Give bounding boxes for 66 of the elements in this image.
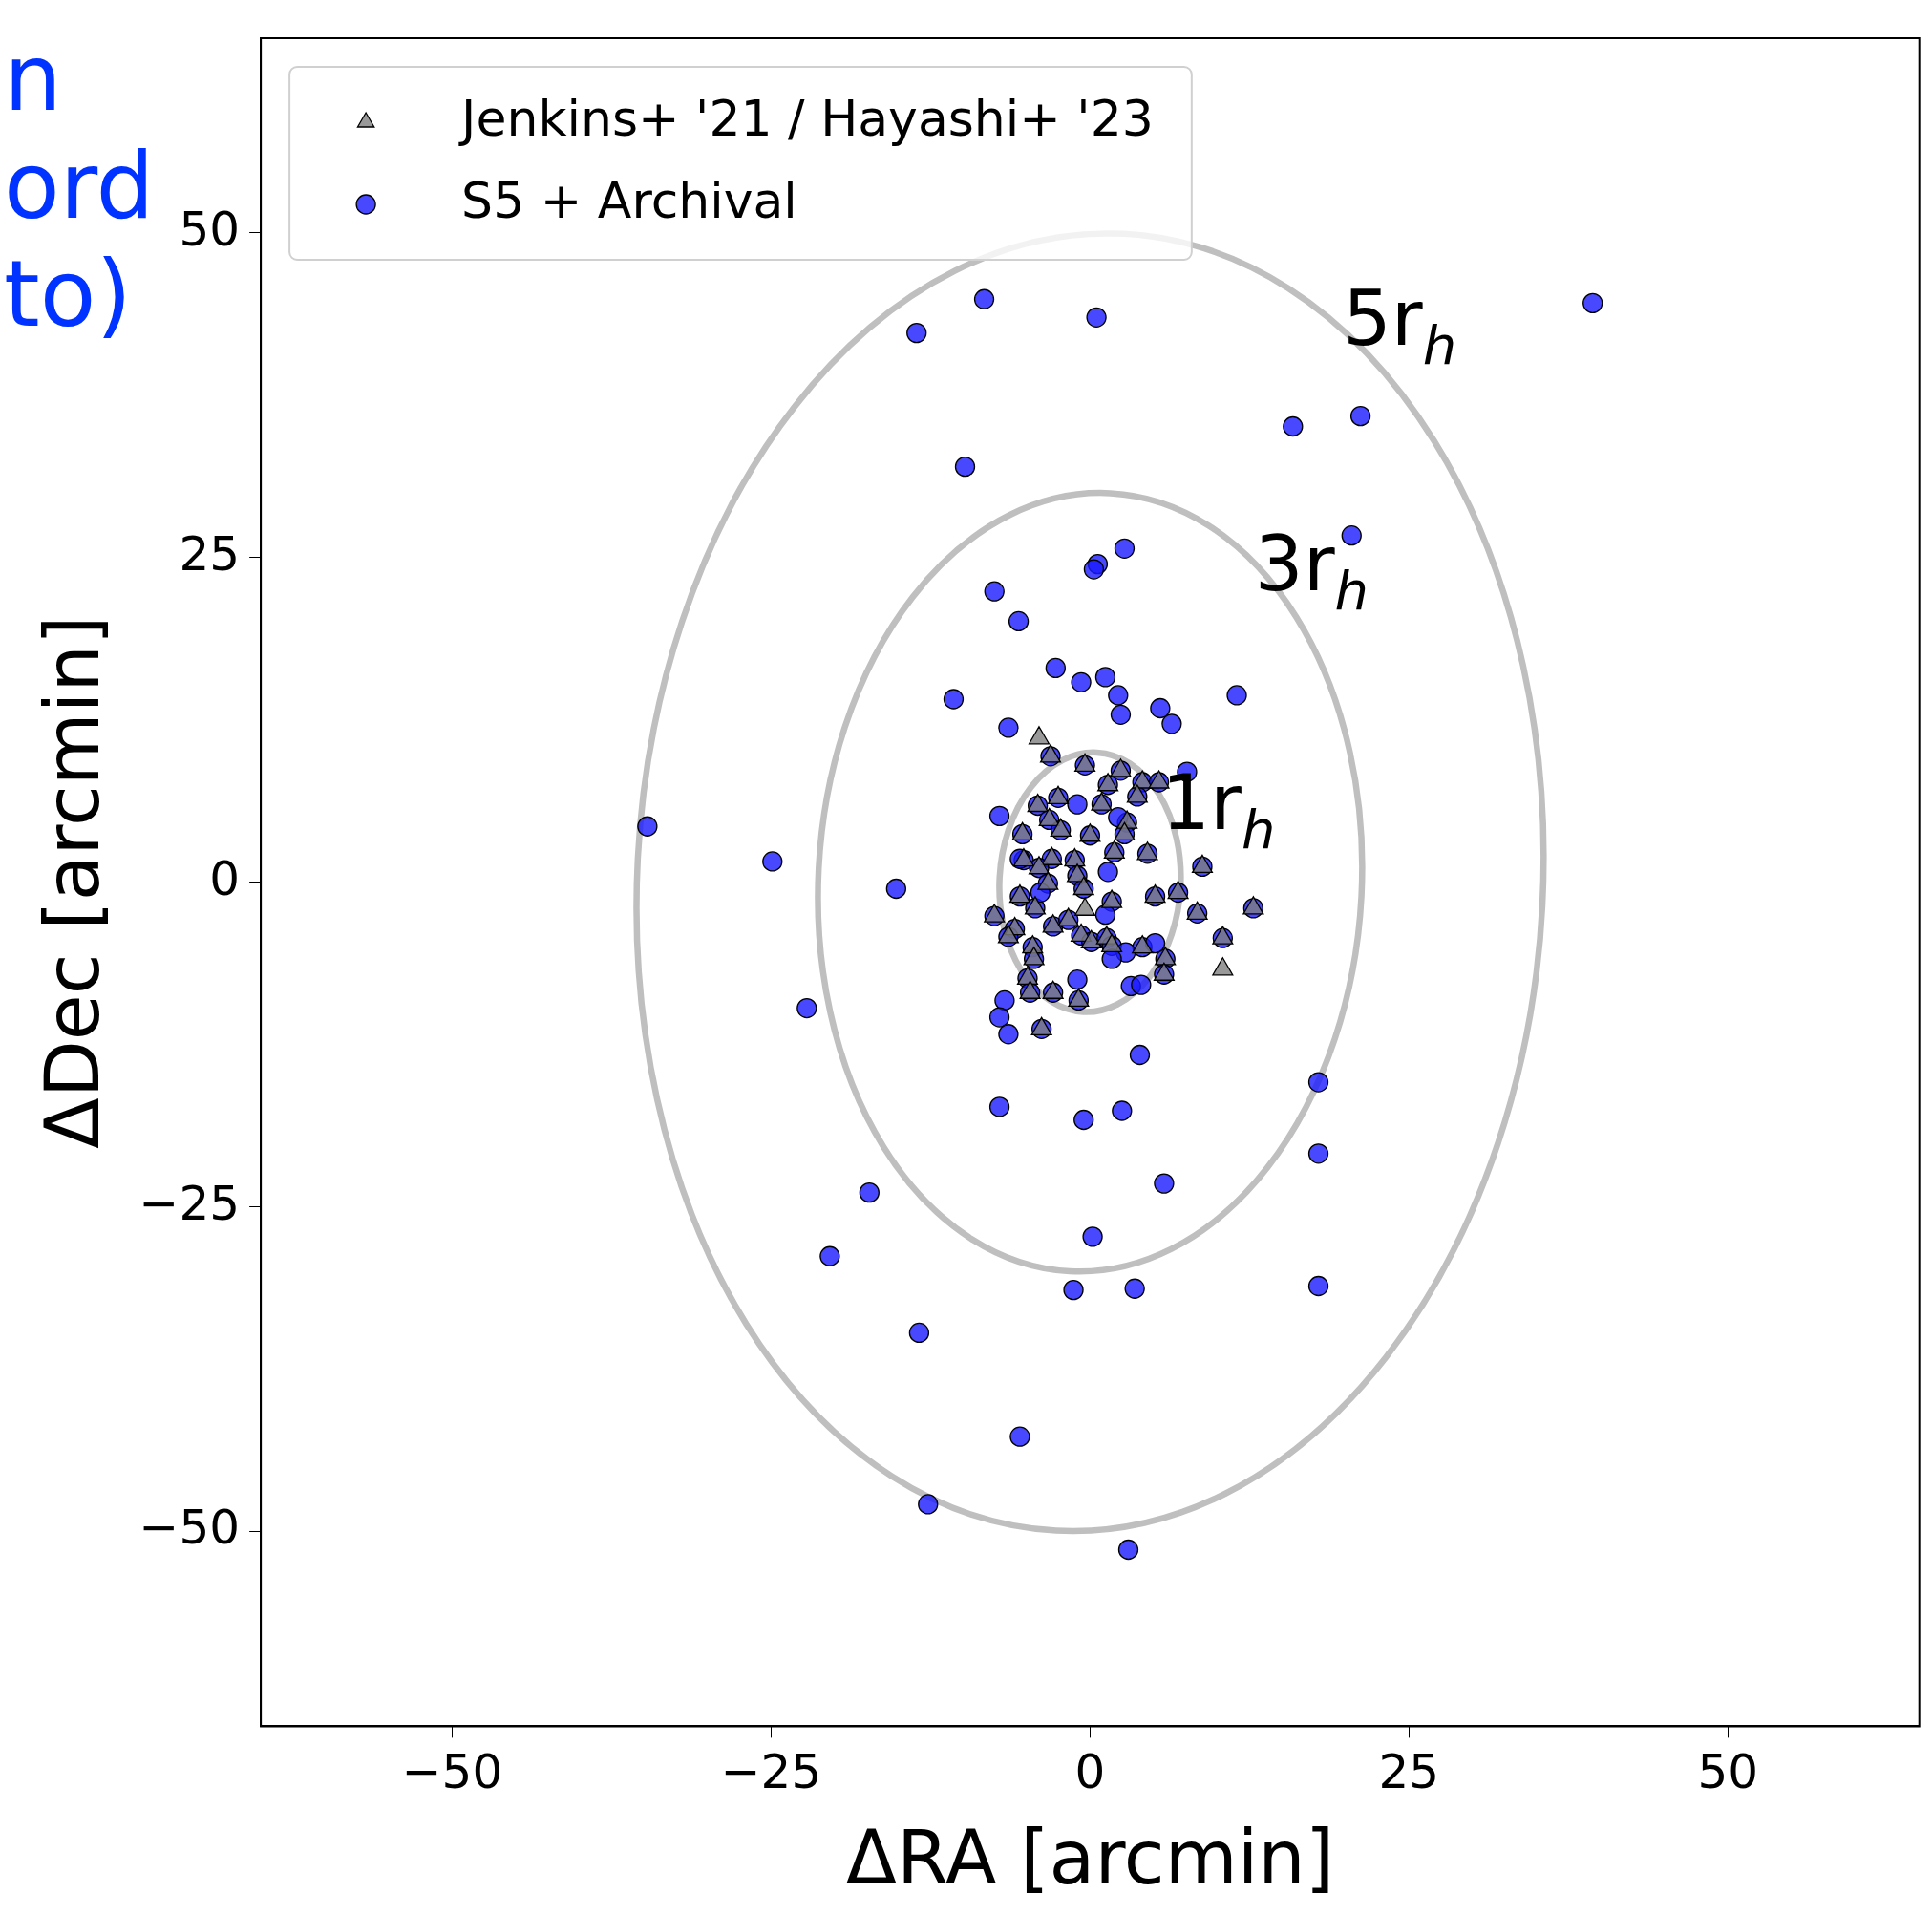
point — [1041, 846, 1063, 865]
x-tick-label: 0 — [1074, 1744, 1106, 1800]
text: n — [4, 25, 62, 132]
x-axis-title: ΔRA [arcmin] — [845, 1815, 1335, 1902]
point — [1064, 847, 1086, 867]
x-tick-label: 50 — [1697, 1744, 1759, 1800]
point — [1148, 770, 1170, 789]
point — [1016, 966, 1038, 985]
point — [1136, 841, 1158, 861]
point — [1039, 744, 1062, 763]
point — [1008, 884, 1030, 904]
point — [1132, 935, 1154, 954]
point — [1047, 785, 1070, 804]
point — [1037, 871, 1059, 890]
point — [1080, 929, 1102, 948]
y-tick-label: 0 — [209, 850, 241, 906]
point — [1050, 818, 1072, 837]
legend-label: S5 + Archival — [461, 171, 797, 229]
y-tick-label: −50 — [138, 1500, 241, 1556]
point — [1155, 947, 1177, 966]
point — [1186, 901, 1208, 920]
point — [1023, 947, 1045, 966]
point — [1110, 758, 1132, 777]
point — [1097, 773, 1119, 792]
point — [1027, 793, 1049, 813]
point — [1191, 854, 1213, 874]
point — [1028, 856, 1051, 875]
point — [1167, 880, 1189, 900]
point — [1024, 896, 1047, 915]
x-tick-label: −50 — [401, 1744, 503, 1800]
point — [1101, 933, 1123, 952]
point — [1057, 907, 1079, 926]
point — [1030, 1016, 1052, 1035]
x-tick-label: 25 — [1378, 1744, 1440, 1800]
point — [1091, 792, 1113, 811]
point — [1038, 807, 1060, 827]
point — [1079, 823, 1101, 842]
point — [1028, 726, 1051, 745]
point — [997, 925, 1019, 944]
point — [1114, 821, 1136, 841]
point — [1068, 988, 1090, 1008]
point — [1153, 962, 1175, 981]
legend-label: Jenkins+ '21 / Hayashi+ '23 — [458, 89, 1154, 147]
point — [1011, 821, 1033, 841]
point — [1072, 876, 1094, 896]
y-tick-label: −25 — [138, 1175, 241, 1231]
point — [984, 904, 1006, 923]
text: ord — [4, 133, 155, 240]
point — [1074, 897, 1096, 916]
point — [1042, 914, 1064, 933]
point — [1103, 840, 1125, 860]
point — [1101, 889, 1123, 908]
point — [1126, 784, 1148, 803]
y-axis-title: ΔDec [arcmin] — [30, 615, 117, 1149]
point — [1019, 980, 1041, 999]
y-tick-label: 50 — [179, 201, 241, 257]
y-tick-label: 25 — [179, 525, 241, 582]
point — [1074, 753, 1096, 772]
text: to) — [4, 241, 132, 348]
point — [1042, 980, 1064, 999]
point — [1012, 847, 1034, 867]
point — [1144, 884, 1166, 904]
point — [1212, 957, 1234, 976]
point — [1242, 896, 1264, 915]
point — [1212, 926, 1234, 945]
x-tick-label: −25 — [720, 1744, 822, 1800]
